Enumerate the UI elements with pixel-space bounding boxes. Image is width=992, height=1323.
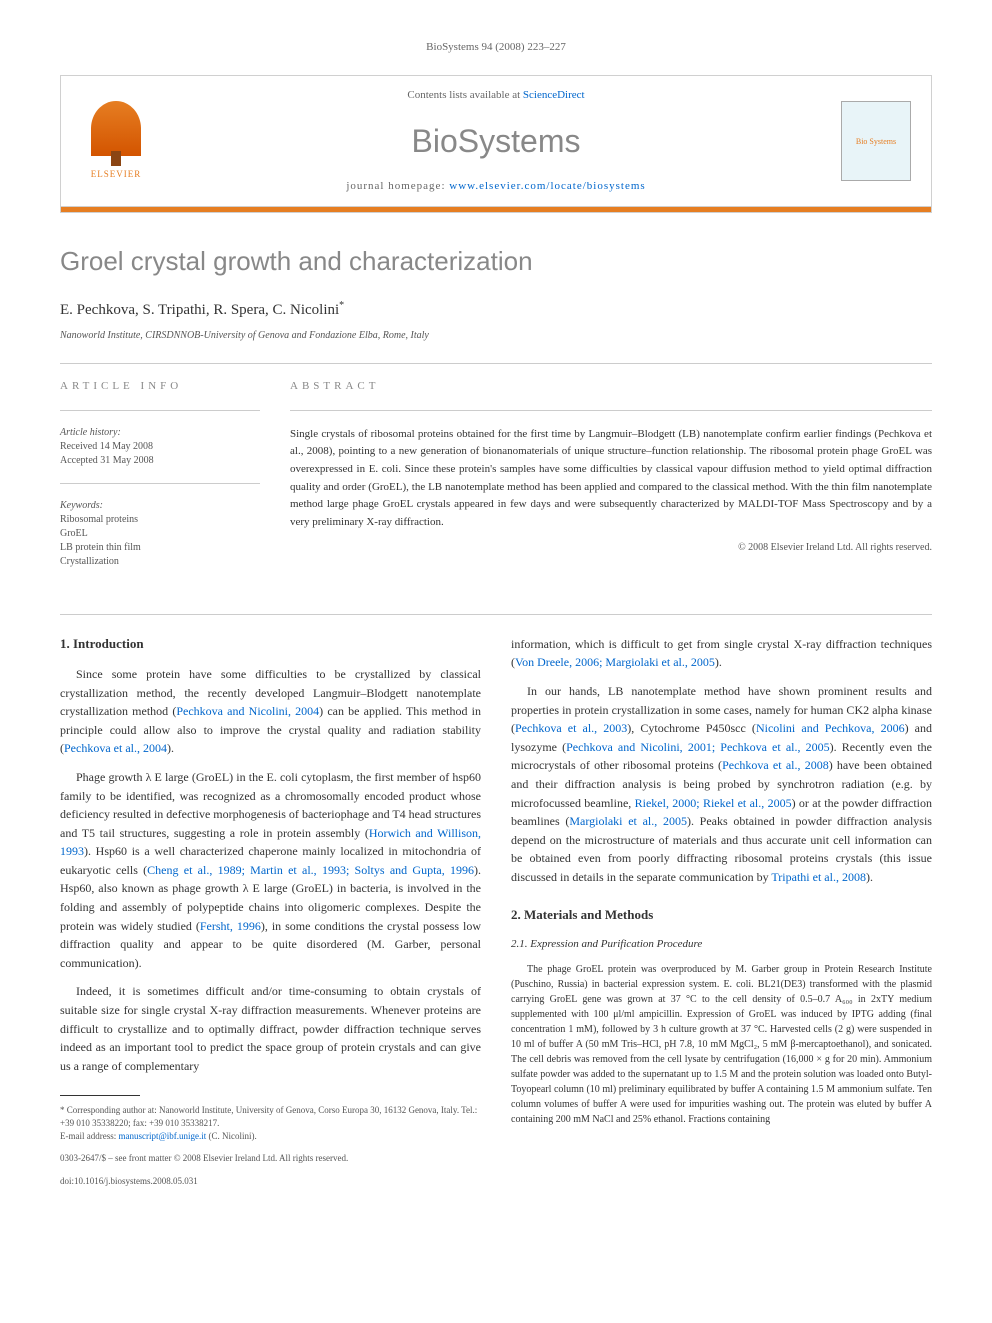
homepage-link[interactable]: www.elsevier.com/locate/biosystems bbox=[449, 180, 645, 192]
email-label: E-mail address: bbox=[60, 1131, 118, 1141]
contents-line: Contents lists available at ScienceDirec… bbox=[151, 88, 841, 103]
history-label: Article history: bbox=[60, 426, 260, 440]
abstract-panel: ABSTRACT Single crystals of ribosomal pr… bbox=[290, 379, 932, 583]
contents-prefix: Contents lists available at bbox=[407, 89, 522, 101]
citation-link[interactable]: Pechkova et al., 2008 bbox=[722, 758, 829, 772]
elsevier-logo: ELSEVIER bbox=[81, 101, 151, 181]
keyword: LB protein thin film bbox=[60, 541, 260, 555]
text-run: (C. Nicolini). bbox=[206, 1131, 257, 1141]
body-paragraph: information, which is difficult to get f… bbox=[511, 635, 932, 672]
keyword: Ribosomal proteins bbox=[60, 513, 260, 527]
citation-link[interactable]: Pechkova and Nicolini, 2004 bbox=[176, 704, 319, 718]
accepted-date: Accepted 31 May 2008 bbox=[60, 454, 260, 468]
citation-link[interactable]: Riekel, 2000; Riekel et al., 2005 bbox=[635, 796, 792, 810]
corresponding-author-footnote: * Corresponding author at: Nanoworld Ins… bbox=[60, 1104, 481, 1129]
right-column: information, which is difficult to get f… bbox=[511, 635, 932, 1188]
article-title: Groel crystal growth and characterizatio… bbox=[60, 243, 932, 279]
divider bbox=[60, 363, 932, 364]
journal-name: BioSystems bbox=[151, 119, 841, 164]
homepage-line: journal homepage: www.elsevier.com/locat… bbox=[151, 179, 841, 194]
citation-link[interactable]: Pechkova et al., 2003 bbox=[515, 721, 627, 735]
footnote-divider bbox=[60, 1095, 140, 1096]
journal-header-box: ELSEVIER Contents lists available at Sci… bbox=[60, 75, 932, 213]
homepage-prefix: journal homepage: bbox=[346, 180, 449, 192]
accent-bar bbox=[61, 207, 931, 212]
abstract-text: Single crystals of ribosomal proteins ob… bbox=[290, 426, 932, 532]
citation-link[interactable]: Cheng et al., 1989; Martin et al., 1993;… bbox=[147, 863, 474, 877]
keyword: Crystallization bbox=[60, 555, 260, 569]
citation-link[interactable]: Pechkova et al., 2004 bbox=[64, 741, 167, 755]
authors: E. Pechkova, S. Tripathi, R. Spera, C. N… bbox=[60, 299, 932, 321]
keywords-label: Keywords: bbox=[60, 499, 260, 513]
doi-line: doi:10.1016/j.biosystems.2008.05.031 bbox=[60, 1175, 481, 1188]
body-paragraph: Phage growth λ E large (GroEL) in the E.… bbox=[60, 768, 481, 973]
received-date: Received 14 May 2008 bbox=[60, 440, 260, 454]
divider bbox=[60, 483, 260, 484]
elsevier-label: ELSEVIER bbox=[91, 168, 142, 181]
doi-line: 0303-2647/$ – see front matter © 2008 El… bbox=[60, 1152, 481, 1165]
citation-link[interactable]: Fersht, 1996 bbox=[200, 919, 261, 933]
journal-cover-icon: Bio Systems bbox=[841, 101, 911, 181]
email-link[interactable]: manuscript@ibf.unige.it bbox=[118, 1131, 206, 1141]
citation-link[interactable]: Von Dreele, 2006; Margiolaki et al., 200… bbox=[515, 655, 715, 669]
keyword: GroEL bbox=[60, 527, 260, 541]
copyright: © 2008 Elsevier Ireland Ltd. All rights … bbox=[290, 541, 932, 555]
divider bbox=[60, 614, 932, 615]
sciencedirect-link[interactable]: ScienceDirect bbox=[523, 89, 585, 101]
body-paragraph: In our hands, LB nanotemplate method hav… bbox=[511, 682, 932, 887]
affiliation: Nanoworld Institute, CIRSDNNOB-Universit… bbox=[60, 329, 932, 343]
text-run: ). bbox=[866, 870, 873, 884]
intro-heading: 1. Introduction bbox=[60, 635, 481, 653]
citation-link[interactable]: Margiolaki et al., 2005 bbox=[569, 814, 687, 828]
left-column: 1. Introduction Since some protein have … bbox=[60, 635, 481, 1188]
elsevier-tree-icon bbox=[91, 101, 141, 156]
divider bbox=[60, 410, 260, 411]
divider bbox=[290, 410, 932, 411]
article-info-panel: ARTICLE INFO Article history: Received 1… bbox=[60, 379, 260, 583]
author-names: E. Pechkova, S. Tripathi, R. Spera, C. N… bbox=[60, 302, 339, 318]
methods-subheading: 2.1. Expression and Purification Procedu… bbox=[511, 937, 932, 952]
body-paragraph: Since some protein have some difficultie… bbox=[60, 665, 481, 758]
email-footnote: E-mail address: manuscript@ibf.unige.it … bbox=[60, 1130, 481, 1143]
corresponding-mark: * bbox=[339, 300, 344, 311]
citation-link[interactable]: Nicolini and Pechkova, 2006 bbox=[756, 721, 905, 735]
body-paragraph: Indeed, it is sometimes difficult and/or… bbox=[60, 982, 481, 1075]
text-run: ), Cytochrome P450scc ( bbox=[627, 721, 756, 735]
methods-paragraph: The phage GroEL protein was overproduced… bbox=[511, 962, 932, 1127]
citation-link[interactable]: Tripathi et al., 2008 bbox=[771, 870, 866, 884]
text-run: ). bbox=[167, 741, 174, 755]
article-info-heading: ARTICLE INFO bbox=[60, 379, 260, 394]
text-run: ). bbox=[715, 655, 722, 669]
methods-heading: 2. Materials and Methods bbox=[511, 906, 932, 924]
running-head: BioSystems 94 (2008) 223–227 bbox=[60, 40, 932, 55]
citation-link[interactable]: Pechkova and Nicolini, 2001; Pechkova et… bbox=[566, 740, 830, 754]
abstract-heading: ABSTRACT bbox=[290, 379, 932, 394]
